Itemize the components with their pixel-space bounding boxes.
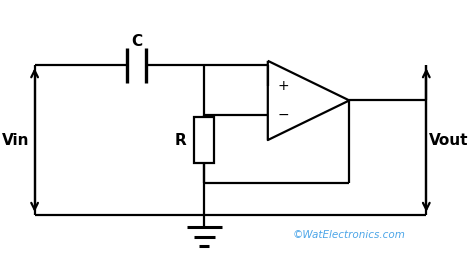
Text: Vout: Vout [429,133,469,148]
Text: C: C [131,34,142,49]
Text: ©WatElectronics.com: ©WatElectronics.com [293,230,406,240]
Text: Vin: Vin [2,133,29,148]
Text: +: + [278,79,289,93]
Bar [194,117,214,163]
Text: −: − [278,108,289,122]
Text: R: R [175,133,187,148]
